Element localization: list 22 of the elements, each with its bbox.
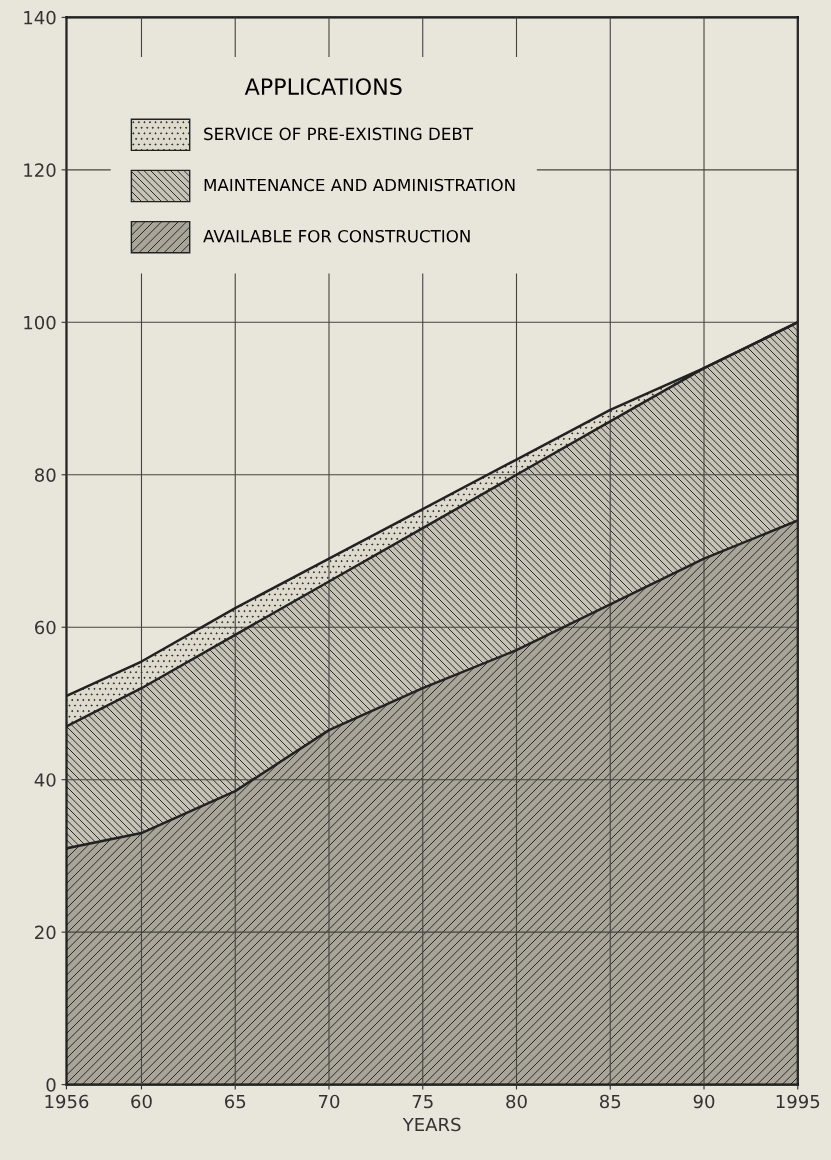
legend-title: APPLICATIONS [244,78,402,95]
y-tick-label: 140 [24,10,56,25]
legend-label: SERVICE OF PRE-EXISTING DEBT [204,127,474,141]
legend-label: AVAILABLE FOR CONSTRUCTION [203,229,470,243]
y-tick-label: 40 [34,773,56,787]
x-tick-label: 80 [506,1094,527,1109]
x-tick-label: 90 [693,1094,715,1109]
x-tick-label: 70 [318,1094,340,1109]
y-tick-label: 60 [35,620,56,635]
x-tick-label: 1956 [45,1094,89,1109]
x-tick-label: 1995 [776,1094,820,1109]
y-tick-label: 120 [24,163,56,177]
y-tick-label: 80 [35,468,56,482]
y-tick-label: 20 [35,925,56,940]
x-tick-label: 60 [131,1094,152,1109]
x-tick-label: 85 [599,1094,621,1109]
x-axis-title: YEARS [402,1117,461,1132]
x-tick-label: 75 [412,1094,433,1109]
legend-label: MAINTENANCE AND ADMINISTRATION [204,178,515,192]
y-tick-label: 0 [46,1078,56,1092]
x-tick-label: 65 [225,1094,246,1109]
y-tick-label: 100 [24,315,56,330]
